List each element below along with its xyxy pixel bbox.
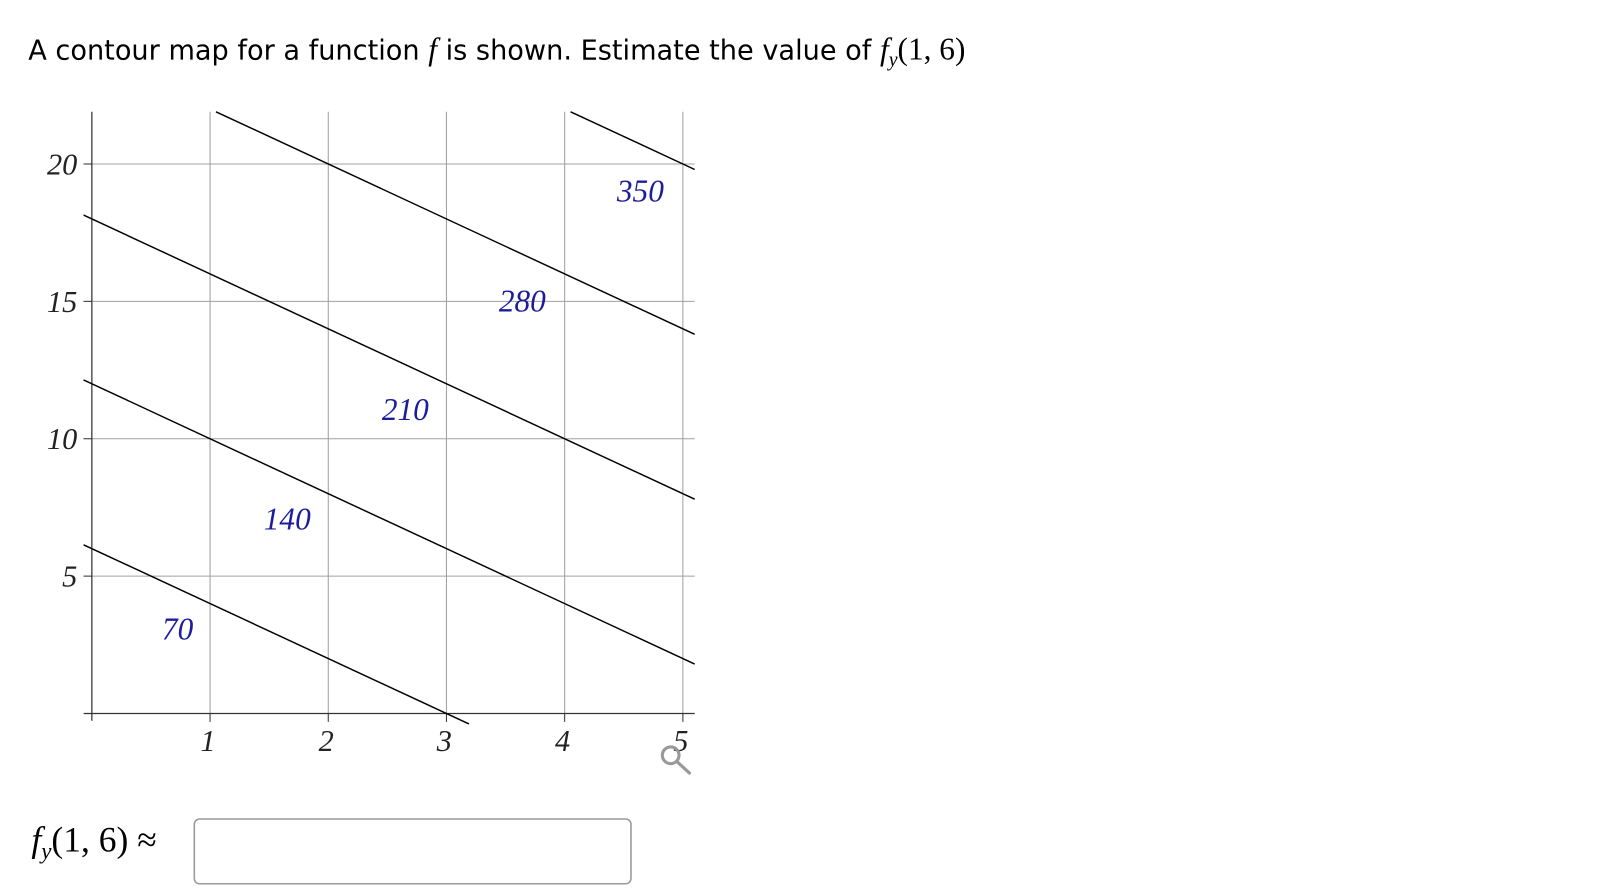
answer-args: (1, 6) <box>51 819 128 859</box>
contour-line <box>83 379 696 665</box>
contour-label: 70 <box>162 611 194 646</box>
answer-input[interactable] <box>193 818 632 885</box>
contour-label: 350 <box>616 174 664 209</box>
x-tick-label: 3 <box>436 724 452 758</box>
contour-line <box>215 111 696 335</box>
x-tick-label: 1 <box>200 724 215 758</box>
x-tick-label: 4 <box>555 724 570 758</box>
y-tick-label: 20 <box>47 147 77 181</box>
answer-sub: y <box>39 839 52 864</box>
contour-line <box>83 544 470 725</box>
question-text: A contour map for a function <box>28 36 419 67</box>
contour-plot: 1 2 3 4 5 5 10 15 20 70 140 210 280 350 <box>47 111 696 758</box>
zoom-lens <box>660 745 681 766</box>
question: A contour map for a function f is shown.… <box>28 32 965 71</box>
contour-label: 280 <box>499 283 546 318</box>
y-tick-label: 5 <box>62 560 77 594</box>
y-tick-label: 15 <box>47 285 77 319</box>
expr-args: (1, 6) <box>898 32 966 67</box>
function-name: f <box>428 32 441 67</box>
expr-sub: y <box>887 49 898 71</box>
y-tick-label: 10 <box>47 422 77 456</box>
answer-label: fy(1, 6) ≈ <box>31 819 156 863</box>
contour-line <box>83 214 696 500</box>
question-text: is shown. Estimate the value of <box>446 36 873 67</box>
contour-label: 140 <box>264 502 311 537</box>
contour-line <box>570 111 696 171</box>
x-tick-label: 5 <box>673 724 688 758</box>
contour-label: 210 <box>382 392 429 427</box>
zoom-handle <box>675 759 692 775</box>
zoom-icon[interactable] <box>660 745 692 775</box>
x-tick-label: 2 <box>319 724 334 758</box>
answer-relation: ≈ <box>137 819 156 859</box>
